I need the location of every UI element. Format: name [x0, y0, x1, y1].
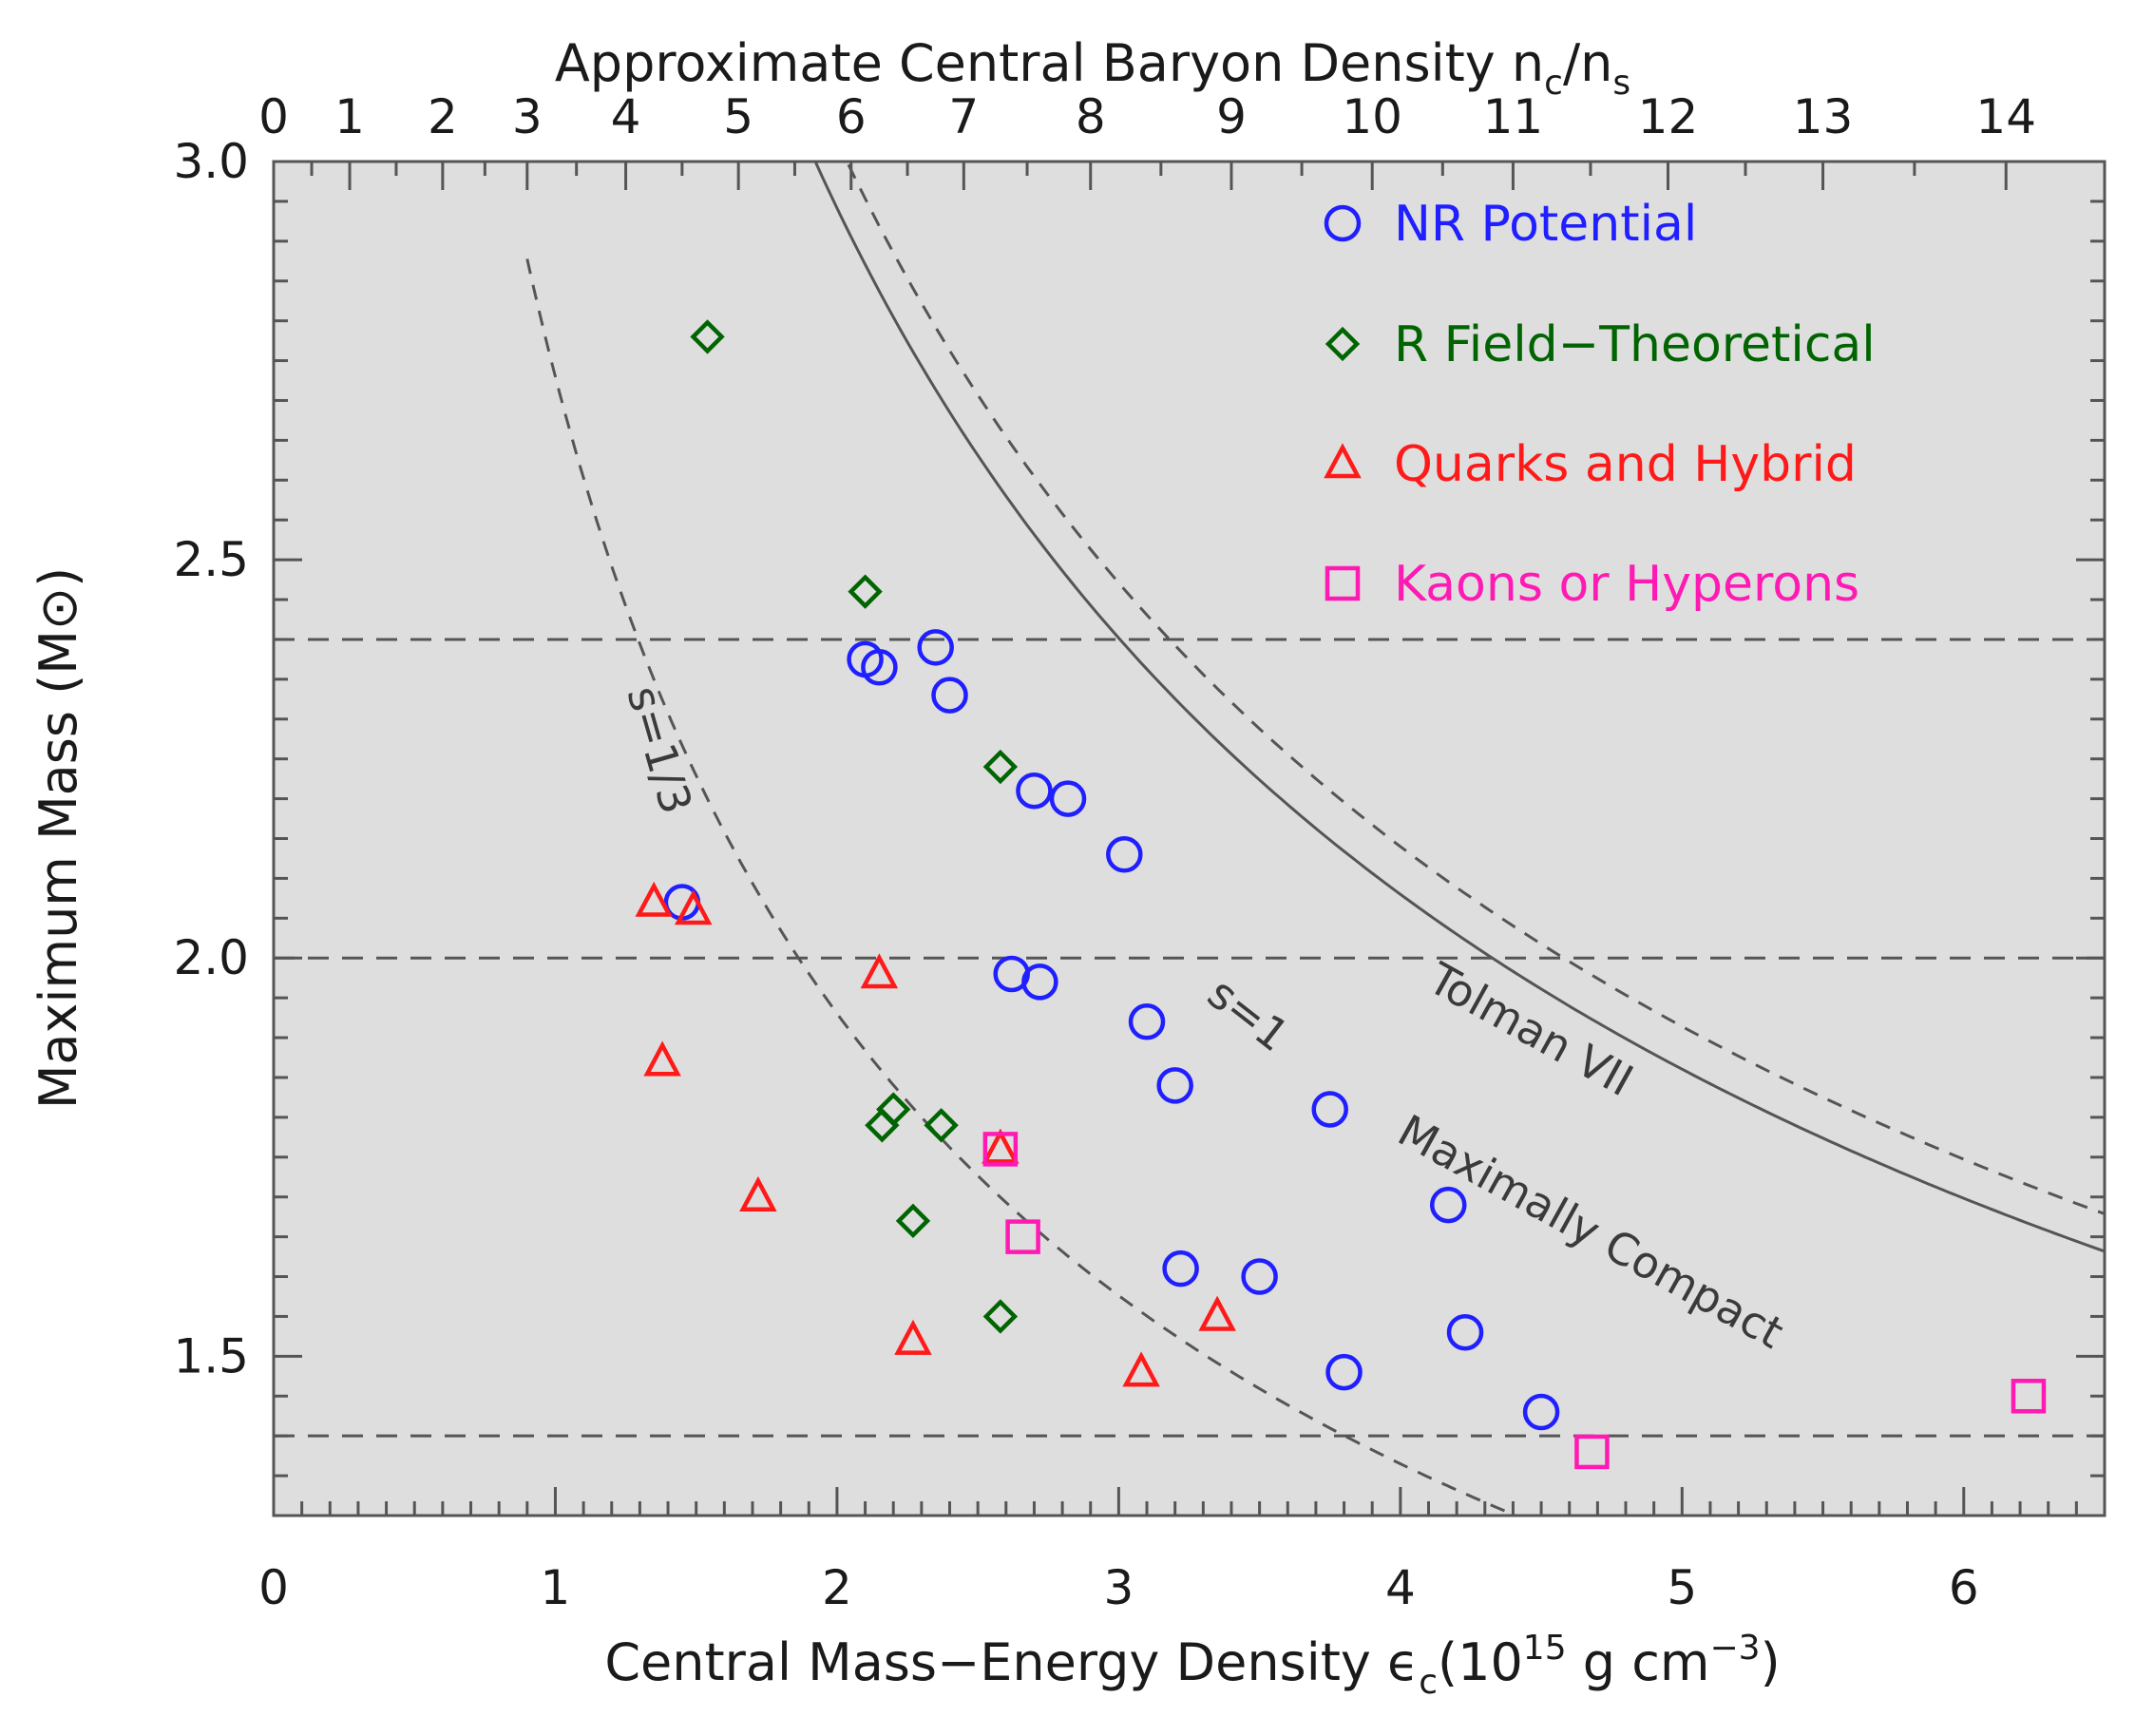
- x-axis-title-units-prefix: (10: [1438, 1632, 1523, 1692]
- top-tick-label: 4: [611, 89, 641, 144]
- legend-marker-kaons-or-hyperons: [1325, 565, 1361, 601]
- point-nr-potential: [1016, 772, 1053, 810]
- theory-curves: [525, 162, 2105, 1516]
- legend-marker-quarks-and-hybrid: [1324, 443, 1362, 479]
- point-r-field-theoretical: [895, 1203, 931, 1239]
- top-axis-title: Approximate Central Baryon Density nc/ns: [555, 33, 1630, 103]
- top-tick-label: 2: [428, 89, 458, 144]
- top-axis-title-main: Approximate Central Baryon Density n: [555, 33, 1544, 93]
- y-tick-label: 2.0: [173, 930, 249, 985]
- curve-maximally-compact: [813, 162, 2105, 1253]
- point-r-field-theoretical: [690, 319, 725, 354]
- point-quarks-and-hybrid: [1198, 1295, 1236, 1331]
- legend-label-r-field-theoretical: R Field−Theoretical: [1394, 316, 1876, 373]
- x-tick-label: 6: [1949, 1560, 1979, 1615]
- legend-label-kaons-or-hyperons: Kaons or Hyperons: [1394, 556, 1859, 613]
- point-nr-potential: [861, 649, 898, 686]
- point-r-field-theoretical: [924, 1108, 959, 1143]
- x-axis-title-main: Central Mass−Energy Density ϵ: [604, 1632, 1419, 1692]
- point-quarks-and-hybrid: [674, 889, 713, 925]
- x-axis-title-units-exp: 15: [1523, 1629, 1567, 1668]
- point-quarks-and-hybrid: [643, 1040, 681, 1077]
- point-nr-potential: [1049, 780, 1087, 817]
- tick-labels: 0 1 2 3 4 5 60 1 2 3 4 5 6 7 8 9 10 11 12 13 141.52.02.53.0: [173, 89, 2036, 1615]
- point-quarks-and-hybrid: [739, 1175, 777, 1211]
- top-tick-label: 6: [836, 89, 867, 144]
- x-tick-label: 1: [541, 1560, 571, 1615]
- x-tick-label: 3: [1103, 1560, 1134, 1615]
- top-tick-label: 1: [334, 89, 365, 144]
- point-quarks-and-hybrid: [635, 881, 673, 917]
- point-nr-potential: [917, 629, 954, 666]
- x-axis-title-units-exp2: −3: [1710, 1629, 1761, 1668]
- axis-ticks: [272, 160, 2106, 1517]
- legend-label-nr-potential: NR Potential: [1394, 196, 1697, 253]
- point-nr-potential: [1162, 1250, 1199, 1288]
- curve-tolman-vii: [845, 162, 2105, 1215]
- x-axis-title-units-suffix: ): [1761, 1632, 1781, 1692]
- top-tick-label: 5: [723, 89, 753, 144]
- legend-marker-r-field-theoretical: [1325, 326, 1361, 362]
- top-tick-label: 7: [948, 89, 979, 144]
- x-axis-title-sub: c: [1419, 1663, 1438, 1702]
- top-tick-label: 8: [1076, 89, 1106, 144]
- top-tick-label: 3: [512, 89, 543, 144]
- top-tick-label: 11: [1483, 89, 1544, 144]
- x-tick-label: 4: [1385, 1560, 1416, 1615]
- x-axis-title: Central Mass−Energy Density ϵc(1015 g cm…: [604, 1629, 1780, 1702]
- point-r-field-theoretical: [865, 1108, 900, 1143]
- top-tick-label: 0: [258, 89, 289, 144]
- curve-s-1-3: [525, 258, 1520, 1516]
- x-tick-label: 2: [822, 1560, 852, 1615]
- point-quarks-and-hybrid: [894, 1319, 932, 1355]
- point-kaons-or-hyperons: [2011, 1379, 2047, 1414]
- y-tick-label: 1.5: [173, 1328, 249, 1383]
- legend-marker-nr-potential: [1324, 204, 1362, 242]
- point-nr-potential: [1446, 1313, 1484, 1351]
- top-axis-title-sub2: s: [1612, 64, 1630, 103]
- point-nr-potential: [1156, 1067, 1193, 1104]
- point-nr-potential: [1311, 1091, 1348, 1128]
- top-tick-label: 10: [1342, 89, 1402, 144]
- point-nr-potential: [1021, 963, 1058, 1001]
- top-axis-title-sub1: c: [1544, 64, 1563, 103]
- point-kaons-or-hyperons: [1574, 1434, 1610, 1470]
- data-markers: [635, 319, 2047, 1470]
- top-tick-label: 12: [1638, 89, 1699, 144]
- point-nr-potential: [1522, 1393, 1560, 1431]
- point-nr-potential: [1106, 836, 1143, 873]
- plot-frame: [272, 160, 2106, 1517]
- plot-background: [274, 162, 2105, 1516]
- y-axis-title: Maximum Mass (M⊙): [29, 567, 88, 1109]
- point-quarks-and-hybrid: [982, 1128, 1020, 1164]
- point-r-field-theoretical: [848, 574, 883, 609]
- point-nr-potential: [1429, 1186, 1467, 1224]
- point-nr-potential: [1325, 1353, 1363, 1391]
- top-tick-label: 13: [1793, 89, 1854, 144]
- point-r-field-theoretical: [982, 749, 1019, 785]
- top-axis-title-mid: /n: [1563, 33, 1612, 93]
- point-r-field-theoretical: [982, 1299, 1019, 1334]
- point-nr-potential: [1241, 1258, 1278, 1295]
- top-tick-label: 14: [1975, 89, 2036, 144]
- top-tick-label: 9: [1216, 89, 1247, 144]
- point-quarks-and-hybrid: [1122, 1351, 1160, 1387]
- legend-label-quarks-and-hybrid: Quarks and Hybrid: [1394, 436, 1857, 493]
- x-axis-title-units-mid: g cm: [1567, 1632, 1710, 1692]
- point-nr-potential: [1128, 1003, 1166, 1040]
- x-tick-label: 0: [258, 1560, 289, 1615]
- x-tick-label: 5: [1667, 1560, 1697, 1615]
- y-tick-label: 3.0: [173, 134, 249, 189]
- reference-lines: [274, 638, 2105, 1438]
- point-kaons-or-hyperons: [982, 1132, 1019, 1167]
- legend: NR Potential R Field−Theoretical Quarks an…: [1324, 196, 1876, 613]
- point-nr-potential: [931, 677, 968, 714]
- point-kaons-or-hyperons: [1005, 1219, 1040, 1254]
- point-quarks-and-hybrid: [860, 953, 899, 989]
- y-tick-label: 2.5: [173, 532, 249, 587]
